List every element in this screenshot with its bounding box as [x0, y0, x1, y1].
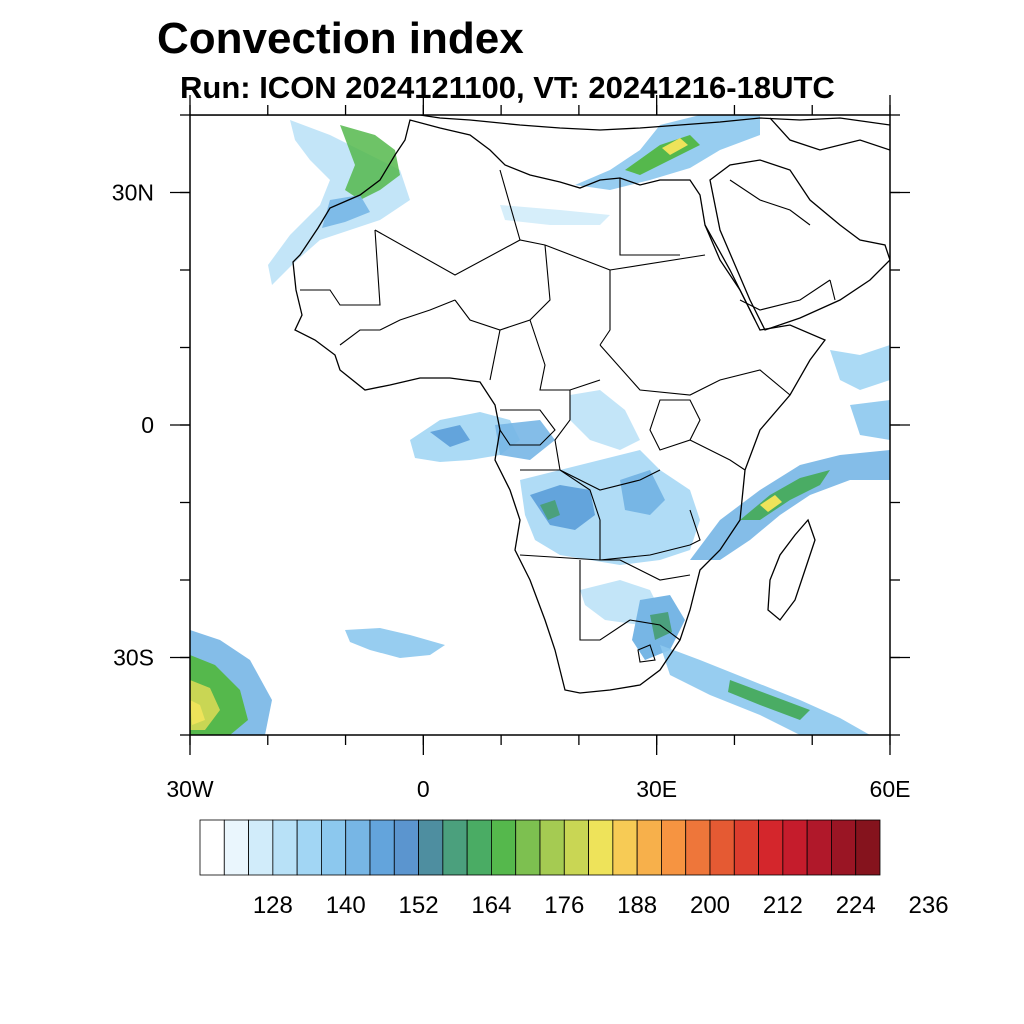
africa-coastline [292, 119, 827, 694]
arabia-coastline [709, 159, 890, 331]
colorbar-swatch [563, 819, 589, 876]
convection-area-southeast [660, 645, 870, 735]
colorbar-swatch [636, 819, 662, 876]
colorbar-swatch [758, 819, 784, 876]
axis-ticks: 30W 0 30E 60E 30N 0 30S [112, 95, 911, 802]
coastlines [190, 115, 890, 694]
colorbar-label: 200 [690, 892, 730, 919]
x-tick-label: 30W [166, 776, 214, 802]
colorbar-label: 224 [836, 892, 876, 919]
colorbar-swatch [466, 819, 492, 876]
colorbar-swatch [806, 819, 832, 876]
colorbar-swatch [248, 819, 274, 876]
colorbar-label: 152 [399, 892, 439, 919]
convection-area-mozambique [690, 450, 890, 560]
colorbar-swatch [515, 819, 541, 876]
colorbar-swatch [393, 819, 419, 876]
convection-area-central-africa [520, 450, 700, 565]
colorbar-swatch [539, 819, 565, 876]
colorbar-label: 140 [326, 892, 366, 919]
colorbar-swatch [685, 819, 711, 876]
colorbar-swatch [272, 819, 298, 876]
x-tick-label: 30E [636, 776, 677, 802]
y-tick-label: 0 [141, 412, 154, 438]
convection-field [190, 115, 890, 735]
map-subtitle: Run: ICON 2024121100, VT: 20241216-18UTC [180, 70, 835, 105]
colorbar-swatch [199, 819, 225, 876]
colorbar-swatch [733, 819, 759, 876]
colorbar-label: 212 [763, 892, 803, 919]
colorbar-label: 176 [544, 892, 584, 919]
colorbar-label: 236 [909, 892, 949, 919]
colorbar-swatch [296, 819, 322, 876]
colorbar: 128 140 152 164 176 188 200 212 224 236 [199, 819, 949, 919]
colorbar-label: 128 [253, 892, 293, 919]
colorbar-swatch [855, 819, 881, 876]
colorbar-swatch [491, 819, 517, 876]
y-tick-label: 30N [112, 180, 154, 206]
colorbar-swatch [831, 819, 857, 876]
colorbar-label: 164 [471, 892, 511, 919]
y-tick-label: 30S [113, 645, 154, 671]
madagascar-coastline [767, 518, 816, 621]
map-title: Convection index [157, 14, 524, 63]
colorbar-swatch [369, 819, 395, 876]
colorbar-swatch [661, 819, 687, 876]
colorbar-label: 188 [617, 892, 657, 919]
colorbar-swatch [442, 819, 468, 876]
colorbar-swatch [345, 819, 371, 876]
colorbar-swatch [709, 819, 735, 876]
convection-core-morocco [340, 125, 400, 200]
red-sea-coast [704, 224, 756, 321]
colorbar-swatch [588, 819, 614, 876]
colorbar-swatch [321, 819, 347, 876]
colorbar-swatch [418, 819, 444, 876]
colorbar-swatch [223, 819, 249, 876]
x-tick-label: 0 [417, 776, 430, 802]
europe-coastline [190, 115, 890, 131]
x-tick-label: 60E [870, 776, 911, 802]
colorbar-swatch [612, 819, 638, 876]
colorbar-swatch [782, 819, 808, 876]
country-borders [300, 169, 836, 663]
convection-area-south-atlantic [345, 628, 445, 658]
